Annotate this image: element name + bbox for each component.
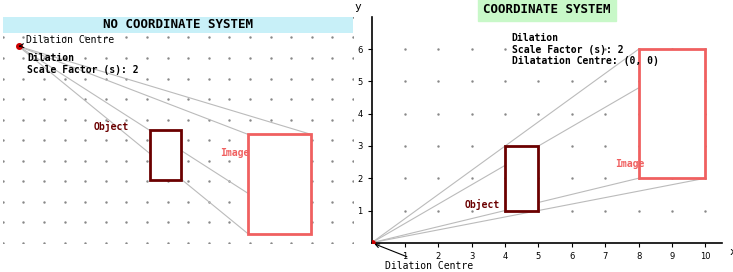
Bar: [248, 134, 311, 234]
X-axis label: x: x: [729, 247, 733, 257]
Text: Dilation
Scale Factor (s): 2
Dilatation Centre: (0, 0): Dilation Scale Factor (s): 2 Dilatation …: [512, 33, 659, 66]
Text: Object: Object: [465, 199, 500, 210]
Text: Object: Object: [94, 121, 129, 132]
Bar: [505, 146, 539, 211]
Bar: [150, 130, 182, 180]
Text: Image: Image: [615, 159, 644, 169]
Title: COORDINATE SYSTEM: COORDINATE SYSTEM: [483, 3, 611, 16]
Text: Dilation Centre: Dilation Centre: [375, 244, 473, 271]
Y-axis label: y: y: [354, 2, 361, 13]
Text: Dilation
Scale Factor (s): 2: Dilation Scale Factor (s): 2: [27, 53, 139, 75]
Bar: [638, 49, 705, 178]
Text: Dilation Centre: Dilation Centre: [20, 35, 114, 48]
Text: Image: Image: [220, 148, 249, 158]
Text: NO COORDINATE SYSTEM: NO COORDINATE SYSTEM: [103, 18, 253, 31]
FancyBboxPatch shape: [3, 17, 353, 33]
